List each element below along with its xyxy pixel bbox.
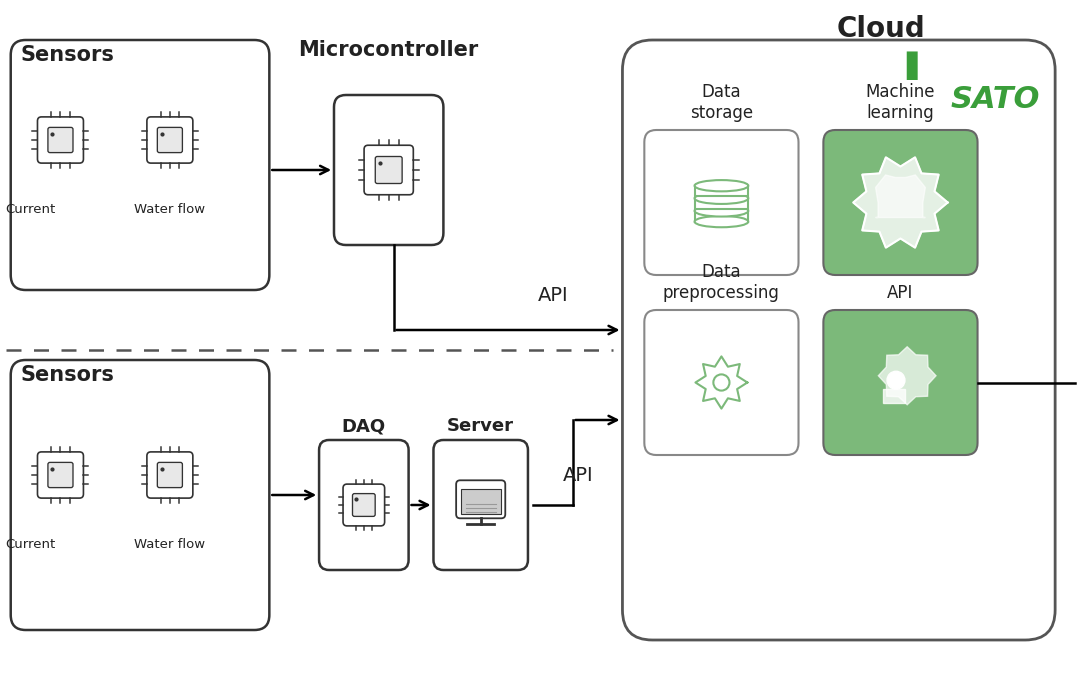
FancyBboxPatch shape (48, 462, 73, 487)
Text: Machine
learning: Machine learning (866, 83, 935, 122)
FancyBboxPatch shape (433, 440, 528, 570)
FancyBboxPatch shape (11, 40, 269, 290)
Text: Sensors: Sensors (21, 365, 114, 385)
Ellipse shape (694, 180, 748, 191)
FancyBboxPatch shape (38, 117, 83, 163)
FancyBboxPatch shape (334, 95, 444, 245)
Text: DAQ: DAQ (341, 417, 386, 435)
FancyBboxPatch shape (823, 310, 977, 455)
Text: Sensors: Sensors (21, 45, 114, 65)
Text: Data
preprocessing: Data preprocessing (663, 263, 780, 302)
Bar (461, 489, 501, 514)
FancyBboxPatch shape (11, 360, 269, 630)
Circle shape (714, 375, 729, 391)
FancyBboxPatch shape (645, 310, 798, 455)
Text: API: API (538, 286, 568, 305)
FancyBboxPatch shape (343, 484, 384, 526)
Bar (694, 186, 748, 196)
Ellipse shape (694, 216, 748, 227)
FancyBboxPatch shape (319, 440, 408, 570)
Text: Server: Server (447, 417, 514, 435)
FancyBboxPatch shape (48, 128, 73, 153)
FancyBboxPatch shape (147, 452, 193, 498)
Bar (694, 198, 748, 209)
Text: Water flow: Water flow (134, 203, 205, 216)
Text: Water flow: Water flow (134, 538, 205, 551)
Polygon shape (876, 175, 926, 217)
FancyBboxPatch shape (352, 493, 375, 516)
Polygon shape (882, 389, 905, 403)
FancyBboxPatch shape (364, 145, 414, 195)
Text: Current: Current (5, 203, 56, 216)
Text: Microcontroller: Microcontroller (298, 40, 478, 60)
Text: Data
storage: Data storage (690, 83, 753, 122)
Text: SATO: SATO (950, 85, 1040, 114)
FancyBboxPatch shape (158, 462, 183, 487)
Circle shape (887, 371, 905, 389)
Ellipse shape (694, 205, 748, 217)
FancyBboxPatch shape (622, 40, 1055, 640)
Polygon shape (696, 356, 747, 408)
Text: API: API (563, 466, 593, 485)
Polygon shape (853, 157, 948, 248)
FancyBboxPatch shape (38, 452, 83, 498)
FancyBboxPatch shape (158, 128, 183, 153)
Bar (694, 211, 748, 221)
FancyBboxPatch shape (375, 157, 402, 184)
Ellipse shape (694, 192, 748, 204)
FancyBboxPatch shape (645, 130, 798, 275)
Text: Cloud: Cloud (837, 15, 926, 43)
FancyBboxPatch shape (823, 130, 977, 275)
FancyBboxPatch shape (456, 481, 505, 518)
Text: API: API (888, 284, 914, 302)
Text: Current: Current (5, 538, 56, 551)
Text: ▌: ▌ (906, 51, 928, 80)
FancyBboxPatch shape (147, 117, 193, 163)
Polygon shape (878, 347, 936, 405)
